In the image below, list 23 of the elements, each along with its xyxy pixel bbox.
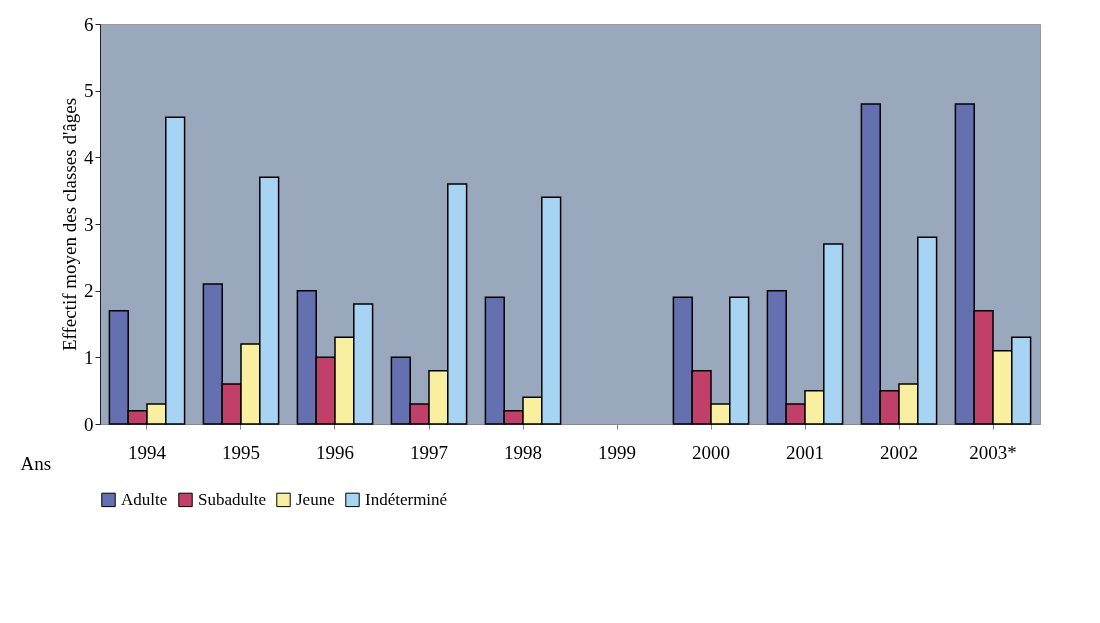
y-tick-label: 0 xyxy=(84,413,94,435)
x-tick-label: 1996 xyxy=(316,441,354,463)
y-axis-title: Effectif moyen des classes d'âges xyxy=(59,97,80,352)
x-tick-label: 2003* xyxy=(969,441,1017,463)
y-tick-label: 1 xyxy=(84,346,94,368)
y-tick-label: 6 xyxy=(84,13,94,35)
x-tick-label: 2002 xyxy=(880,441,918,463)
y-tick-label: 5 xyxy=(84,80,94,102)
y-tick-label: 2 xyxy=(84,280,94,302)
x-tick-label: 1995 xyxy=(222,441,260,463)
y-tick-label: 3 xyxy=(84,213,94,235)
x-tick-label: 1994 xyxy=(128,441,167,463)
legend-label: Subadulte xyxy=(198,489,266,509)
x-tick-label: 1998 xyxy=(504,441,542,463)
x-tick-label: 1997 xyxy=(410,441,448,463)
x-axis-title: Ans xyxy=(20,452,52,474)
legend-label: Jeune xyxy=(296,489,335,509)
legend-label: Adulte xyxy=(121,489,168,509)
x-tick-label: 1999 xyxy=(598,441,636,463)
y-tick-label: 4 xyxy=(84,146,94,168)
x-tick-label: 2001 xyxy=(786,441,824,463)
legend-label: Indéterminé xyxy=(365,489,448,509)
x-tick-label: 2000 xyxy=(692,441,730,463)
